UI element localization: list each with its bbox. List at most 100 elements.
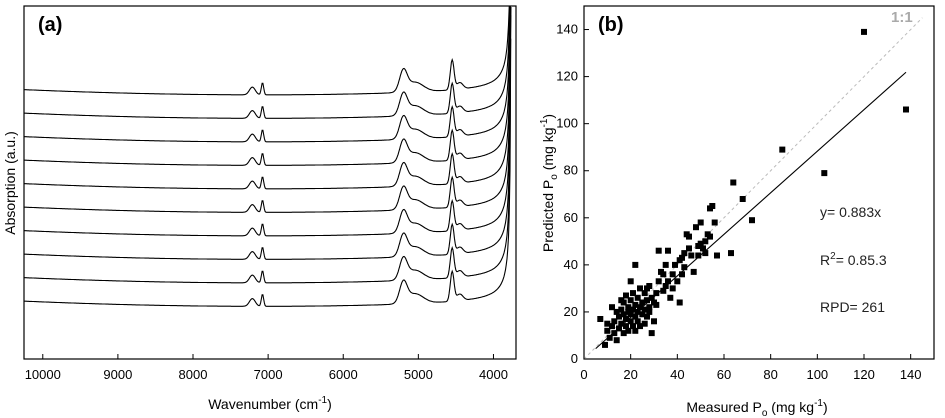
spectrum-line	[23, 6, 511, 96]
panel-b-y-axis-title: Predicted Po (mg kg-1)	[539, 114, 560, 252]
panel-a-x-tick-label: 8000	[179, 367, 208, 382]
r2-label-value: = 0.85.3	[836, 252, 887, 268]
scatter-point	[620, 330, 627, 337]
scatter-point	[702, 238, 709, 245]
panel-a-x-tick-label: 10000	[25, 367, 61, 382]
scatter-point	[655, 278, 662, 285]
scatter-point	[688, 252, 695, 259]
scatter-point	[644, 297, 650, 304]
scatter-point	[632, 313, 639, 320]
scatter-point	[634, 308, 641, 315]
scatter-point	[613, 337, 620, 344]
panel-b-x-axis-title: Measured Po (mg kg-1)	[686, 398, 827, 418]
scatter-point	[679, 254, 685, 261]
scatter-point	[637, 323, 643, 330]
panel-a-x-title-sup: -1	[318, 395, 327, 406]
panel-a-label: (a)	[38, 14, 62, 36]
panel-a-spectra	[23, 6, 512, 307]
scatter-point	[620, 311, 627, 318]
spectrum-line	[23, 6, 512, 213]
r2-label-sup: 2	[830, 251, 836, 262]
scatter-point	[660, 271, 667, 278]
panel-b-y-title-main: Predicted P	[540, 180, 556, 252]
rpd-label: RPD= 261	[820, 299, 885, 315]
scatter-point	[662, 283, 669, 289]
panel-b-x-title-sup: -1	[814, 398, 823, 409]
panel-b-y-ticks: 0 20 40 60 80 100 120 140	[556, 22, 589, 366]
equation-label: y= 0.883x	[820, 204, 881, 220]
panel-b-x-tick-label: 100	[806, 367, 828, 382]
scatter-point	[611, 318, 618, 325]
scatter-point	[604, 320, 611, 327]
panel-b-x-tick-label: 0	[580, 367, 587, 382]
scatter-point	[700, 245, 706, 252]
panel-b-y-tick-label: 100	[556, 116, 578, 131]
scatter-point	[623, 316, 629, 322]
one-to-one-label: 1:1	[891, 9, 913, 26]
panel-b-y-tick-label: 140	[556, 22, 578, 37]
scatter-point	[637, 304, 643, 311]
scatter-point	[646, 308, 653, 315]
scatter-point	[641, 306, 648, 313]
spectrum-line	[23, 6, 512, 237]
r2-label: R2= 0.85.3	[820, 251, 887, 268]
scatter-point	[637, 285, 643, 292]
panel-b-x-tick-label: 40	[670, 367, 684, 382]
scatter-point	[639, 311, 646, 318]
scatter-point	[602, 341, 608, 348]
panel-a-plot-frame	[23, 5, 517, 360]
spectrum-line	[23, 6, 511, 119]
panel-b-y-title-close: )	[540, 114, 556, 119]
scatter-point	[679, 271, 685, 278]
scatter-point	[641, 320, 648, 327]
scatter-point	[695, 252, 702, 259]
panel-b-x-title-unit: (mg kg	[767, 399, 814, 415]
spectrum-line	[23, 6, 511, 143]
panel-a-x-title-close: )	[327, 396, 332, 412]
scatter-point	[623, 323, 629, 330]
scatter-point	[627, 278, 634, 285]
scatter-point	[861, 28, 867, 35]
scatter-point	[627, 318, 634, 325]
scatter-point	[662, 261, 669, 268]
scatter-point	[632, 327, 639, 334]
panel-b-x-tick-label: 140	[900, 367, 922, 382]
scatter-point	[686, 245, 692, 252]
scatter-point	[660, 287, 667, 294]
scatter-point	[665, 247, 671, 254]
spectrum-line	[23, 6, 512, 166]
scatter-point	[655, 247, 662, 254]
scatter-point	[627, 297, 634, 304]
scatter-point	[653, 301, 660, 308]
scatter-point	[616, 313, 622, 320]
scatter-point	[697, 240, 704, 247]
scatter-point	[597, 316, 604, 322]
scatter-point	[730, 179, 737, 186]
scatter-point	[749, 217, 755, 224]
panel-a-x-tick-label: 7000	[254, 367, 283, 382]
panel-a-x-tick-label: 5000	[404, 367, 433, 382]
panel-b-y-tick-label: 40	[564, 257, 578, 272]
scatter-point	[686, 233, 692, 240]
scatter-point	[651, 318, 657, 325]
scatter-point	[714, 252, 720, 259]
scatter-point	[648, 294, 655, 301]
scatter-point	[648, 330, 655, 337]
scatter-point	[620, 299, 627, 306]
scatter-point	[630, 306, 636, 313]
scatter-point	[669, 285, 676, 292]
panel-b-x-tick-label: 80	[763, 367, 777, 382]
scatter-point	[711, 219, 718, 226]
panel-a-x-tick-label: 6000	[329, 367, 358, 382]
panel-b-x-tick-label: 120	[853, 367, 875, 382]
spectrum-line	[23, 6, 512, 260]
scatter-point	[681, 264, 688, 271]
scatter-point	[707, 233, 713, 240]
panel-b-y-tick-label: 60	[564, 210, 578, 225]
panel-b-x-title-sub: o	[762, 408, 768, 418]
scatter-point	[728, 250, 734, 257]
scatter-point	[632, 301, 639, 308]
panel-b-y-title-sup: -1	[539, 118, 550, 127]
panel-b-y-tick-label: 20	[564, 304, 578, 319]
scatter-point	[697, 219, 704, 226]
